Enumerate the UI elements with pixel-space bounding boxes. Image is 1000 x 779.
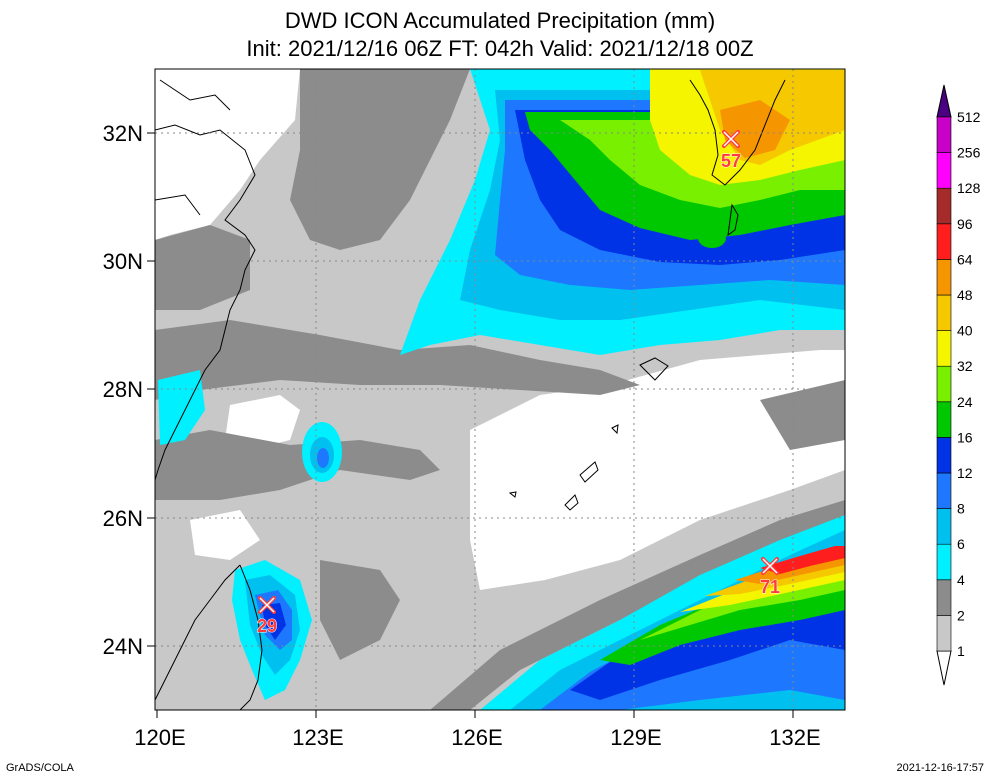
map-subtitle: Init: 2021/12/16 06Z FT: 042h Valid: 202… xyxy=(246,36,754,61)
colorbar-swatch xyxy=(936,437,952,474)
lat-label-28n: 28N xyxy=(103,377,143,402)
colorbar-top-arrow xyxy=(936,84,952,118)
axis-ticks xyxy=(147,132,794,718)
lat-label-30n: 30N xyxy=(103,249,143,274)
colorbar-swatch xyxy=(936,472,952,509)
colorbar-label: 32 xyxy=(957,358,973,374)
colorbar-label: 512 xyxy=(957,109,981,125)
colorbar-swatch xyxy=(936,543,952,581)
map-title: DWD ICON Accumulated Precipitation (mm) xyxy=(284,8,716,33)
footer-timestamp: 2021-12-16-17:57 xyxy=(896,762,984,774)
precipitation-field xyxy=(155,69,845,710)
max-marker-3: 29 xyxy=(256,596,278,637)
colorbar-label: 64 xyxy=(957,251,973,267)
colorbar-swatch xyxy=(936,223,952,260)
lon-label-120e: 120E xyxy=(134,725,185,750)
colorbar-swatch xyxy=(936,579,952,616)
max-marker-1: 57 xyxy=(720,130,742,172)
colorbar-label: 4 xyxy=(957,572,965,588)
grid-lines xyxy=(155,69,845,710)
colorbar-label: 2 xyxy=(957,607,965,623)
colorbar-label: 8 xyxy=(957,501,965,517)
colorbar-label: 16 xyxy=(957,429,973,445)
colorbar-label: 128 xyxy=(957,180,981,196)
colorbar-swatch xyxy=(936,401,952,438)
lat-label-26n: 26N xyxy=(103,506,143,531)
max-value-29: 29 xyxy=(257,616,277,636)
colorbar-label: 48 xyxy=(957,287,973,303)
colorbar-swatch xyxy=(936,116,952,153)
colorbar-bottom-arrow xyxy=(936,650,952,686)
lon-label-132e: 132E xyxy=(769,725,820,750)
colorbar-swatch xyxy=(936,152,952,189)
colorbar-swatch xyxy=(936,615,952,652)
colorbar-label: 40 xyxy=(957,323,973,339)
lon-label-126e: 126E xyxy=(451,725,502,750)
lon-label-123e: 123E xyxy=(292,725,343,750)
footer-grads-credit: GrADS/COLA xyxy=(6,762,74,774)
lon-label-129e: 129E xyxy=(610,725,661,750)
colorbar-swatch xyxy=(936,294,952,331)
lat-label-24n: 24N xyxy=(103,634,143,659)
colorbar-label: 6 xyxy=(957,536,965,552)
colorbar-label: 12 xyxy=(957,465,973,481)
colorbar-label: 96 xyxy=(957,216,973,232)
colorbar-label: 256 xyxy=(957,145,981,161)
colorbar-swatch xyxy=(936,330,952,367)
colorbar-swatch xyxy=(936,259,952,296)
max-value-71: 71 xyxy=(760,577,780,597)
colorbar-label: 24 xyxy=(957,394,973,410)
lat-label-32n: 32N xyxy=(103,121,143,146)
colorbar-swatch xyxy=(936,187,952,225)
max-marker-2: 71 xyxy=(759,557,781,598)
colorbar-label: 1 xyxy=(957,643,965,659)
max-value-57: 57 xyxy=(721,151,741,171)
colorbar-swatch xyxy=(936,365,952,403)
colorbar-swatch xyxy=(936,508,952,545)
